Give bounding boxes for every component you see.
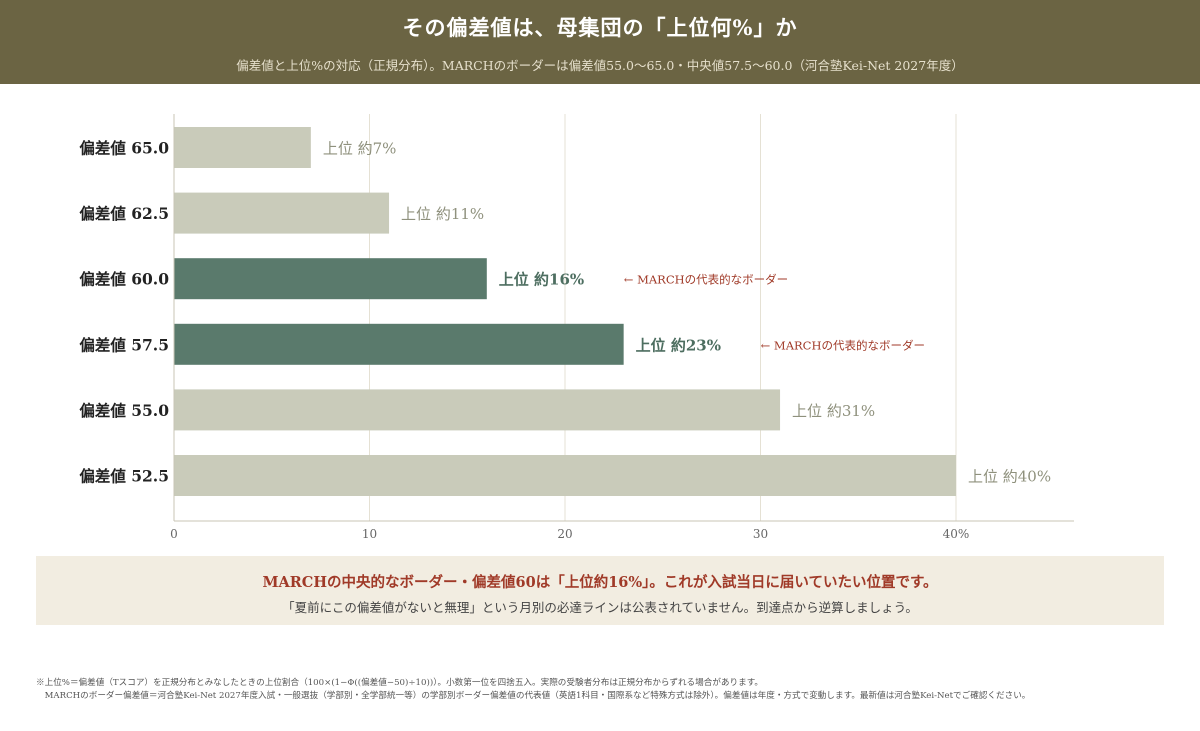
value-label-4: 上位 約23% (636, 336, 721, 354)
bar-3 (174, 258, 487, 300)
bar-2 (174, 192, 390, 234)
category-label-4: 偏差値 57.5 (79, 335, 169, 354)
x-tick-1: 0 (170, 527, 178, 541)
value-label-2: 上位 約11% (401, 205, 484, 223)
value-label-1: 上位 約7% (323, 140, 397, 158)
category-label-6: 偏差値 52.5 (79, 467, 169, 486)
header-banner: その偏差値は、母集団の「上位何%」か 偏差値と上位%の対応（正規分布）。MARC… (0, 0, 1200, 84)
callout-box: MARCHの中央的なボーダー・偏差値60は「上位約16%」。これが入試当日に届い… (36, 556, 1164, 625)
annotation-4: ← MARCHの代表的なボーダー (761, 338, 925, 352)
bar-chart: 偏差値 65.0 上位 約7% 偏差値 62.5 上位 約11% 偏差値 60.0 上位 … (79, 114, 1074, 541)
x-tick-4: 30 (753, 527, 768, 541)
bar-5 (174, 389, 781, 431)
callout-main-text: MARCHの中央的なボーダー・偏差値60は「上位約16%」。これが入試当日に届い… (262, 574, 938, 591)
value-label-6: 上位 約40% (968, 468, 1051, 486)
value-label-5: 上位 約31% (792, 402, 875, 420)
footnote-1: ※上位%＝偏差値（Tスコア）を正規分布とみなしたときの上位割合（100×(1−Φ… (36, 678, 764, 688)
annotation-3: ← MARCHの代表的なボーダー (624, 273, 788, 287)
x-tick-5: 40% (943, 527, 970, 541)
footnote-2: MARCHのボーダー偏差値＝河合塾Kei-Net 2027年度入試・一般選抜（学… (36, 691, 1031, 701)
value-label-3: 上位 約16% (499, 271, 584, 289)
category-label-5: 偏差値 55.0 (79, 401, 169, 420)
category-label-3: 偏差値 60.0 (79, 270, 169, 289)
category-label-2: 偏差値 62.5 (79, 204, 169, 223)
x-tick-3: 20 (557, 527, 572, 541)
page-subtitle: 偏差値と上位%の対応（正規分布）。MARCHのボーダーは偏差値55.0〜65.0… (236, 58, 964, 73)
bar-1 (174, 127, 311, 168)
bar-4 (174, 323, 624, 365)
page-title: その偏差値は、母集団の「上位何%」か (402, 15, 798, 40)
bar-6 (174, 455, 956, 496)
callout-sub-text: 「夏前にこの偏差値がないと無理」という月別の必達ラインは公表されていません。到達… (282, 600, 918, 615)
x-tick-2: 10 (362, 527, 377, 541)
category-label-1: 偏差値 65.0 (79, 139, 169, 158)
